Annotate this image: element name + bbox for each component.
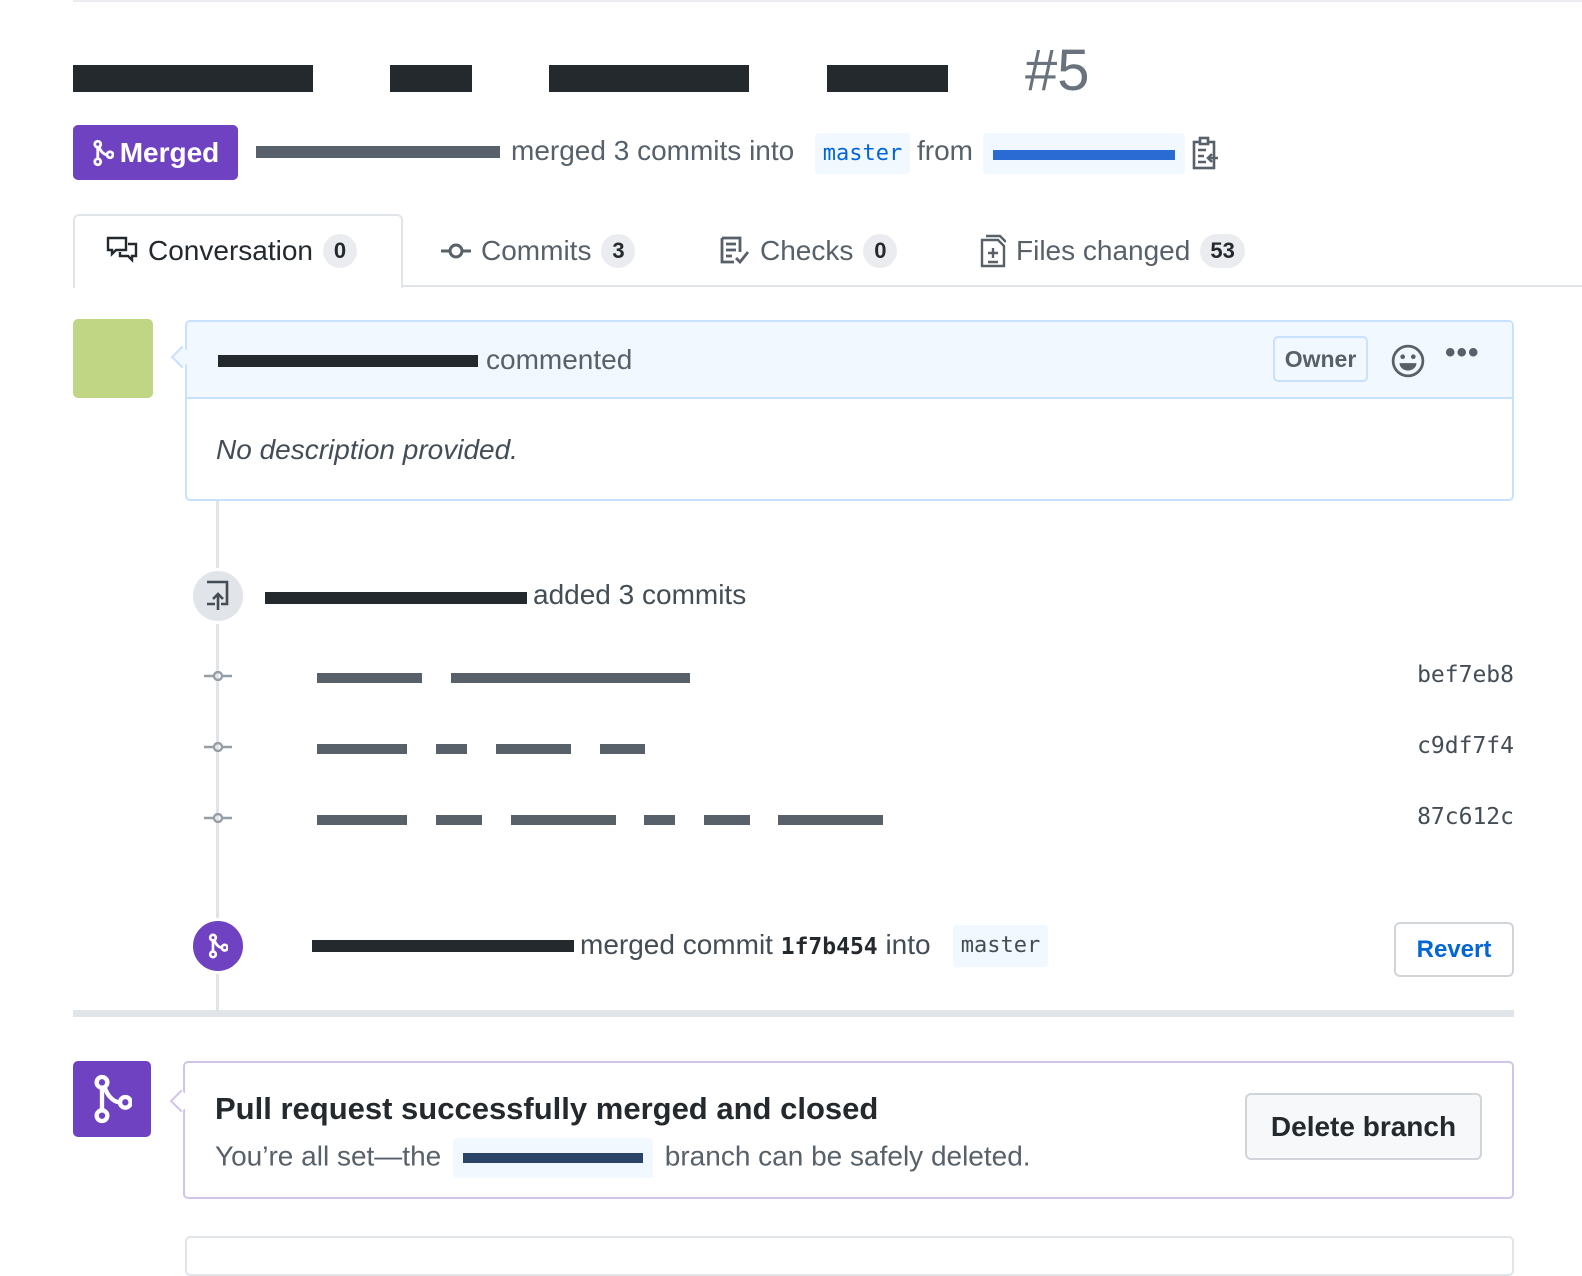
merge-event-text: merged commit 1f7b454 into — [580, 929, 931, 960]
git-merge-icon — [208, 933, 228, 959]
git-commit-icon — [441, 243, 471, 259]
merged-status-badge: Merged — [73, 125, 238, 180]
merge-commit-sha[interactable]: 1f7b454 — [780, 934, 878, 960]
git-commit-icon — [204, 671, 232, 681]
timeline-end-divider — [73, 1010, 1514, 1017]
git-commit-icon — [204, 742, 232, 752]
merge-target-branch[interactable]: master — [953, 925, 1048, 967]
count-badge: 0 — [322, 234, 357, 268]
tab-checks[interactable]: Checks 0 — [720, 215, 898, 287]
tab-commits[interactable]: Commits 3 — [441, 215, 636, 287]
merge-status-box: Pull request successfully merged and clo… — [183, 1061, 1514, 1199]
merged-state-icon — [73, 1061, 151, 1137]
head-branch-chip[interactable] — [453, 1138, 653, 1178]
author-redacted[interactable] — [256, 146, 500, 158]
avatar[interactable] — [73, 319, 153, 398]
pusher-redacted[interactable] — [265, 592, 527, 604]
file-diff-icon — [980, 234, 1006, 268]
commit-message-redacted[interactable] — [317, 815, 407, 825]
owner-badge: Owner — [1273, 336, 1368, 382]
commit-sha[interactable]: c9df7f4 — [1417, 733, 1514, 759]
next-box — [185, 1236, 1514, 1276]
merger-redacted[interactable] — [312, 940, 574, 952]
comment-body: No description provided. — [216, 434, 518, 465]
git-merge-icon — [93, 139, 114, 166]
merge-status-title: Pull request successfully merged and clo… — [215, 1091, 879, 1126]
comment-header: commented Owner ••• — [187, 322, 1512, 399]
push-action: added 3 commits — [533, 579, 747, 610]
pr-number: #5 — [1025, 38, 1090, 103]
commit-sha[interactable]: bef7eb8 — [1417, 662, 1514, 688]
merge-summary: merged 3 commits into — [511, 135, 795, 166]
count-badge: 0 — [863, 234, 898, 268]
count-badge: 53 — [1200, 234, 1245, 268]
merged-label: Merged — [119, 136, 220, 168]
tab-files-changed[interactable]: Files changed 53 — [980, 215, 1245, 287]
checklist-icon — [720, 236, 750, 265]
delete-branch-button[interactable]: Delete branch — [1245, 1093, 1482, 1160]
base-branch-chip[interactable]: master — [815, 133, 910, 174]
count-badge: 3 — [601, 234, 636, 268]
comment-discussion-icon — [106, 236, 138, 263]
more-options-icon[interactable]: ••• — [1445, 336, 1480, 369]
copy-branch-icon[interactable] — [1192, 136, 1220, 170]
git-commit-icon — [204, 813, 232, 823]
top-divider — [73, 0, 1582, 2]
commit-message-redacted[interactable] — [317, 673, 422, 683]
tabs-border — [73, 285, 1582, 287]
tab-conversation[interactable]: Conversation 0 — [106, 215, 357, 287]
commit-sha[interactable]: 87c612c — [1417, 804, 1514, 830]
merge-status-text: You’re all set—the branch can be safely … — [215, 1138, 1031, 1178]
timeline-line — [216, 501, 219, 1011]
head-branch-chip[interactable] — [983, 133, 1185, 174]
commit-message-redacted[interactable] — [317, 744, 407, 754]
git-merge-icon — [94, 1074, 132, 1124]
comment-box: commented Owner ••• No description provi… — [185, 320, 1514, 501]
commenter-redacted[interactable] — [218, 355, 478, 367]
from-label: from — [917, 135, 973, 166]
merge-event-icon — [190, 918, 246, 974]
revert-button[interactable]: Revert — [1394, 922, 1514, 977]
smiley-icon[interactable] — [1391, 344, 1425, 378]
push-icon — [190, 568, 246, 624]
comment-action: commented — [486, 344, 633, 375]
